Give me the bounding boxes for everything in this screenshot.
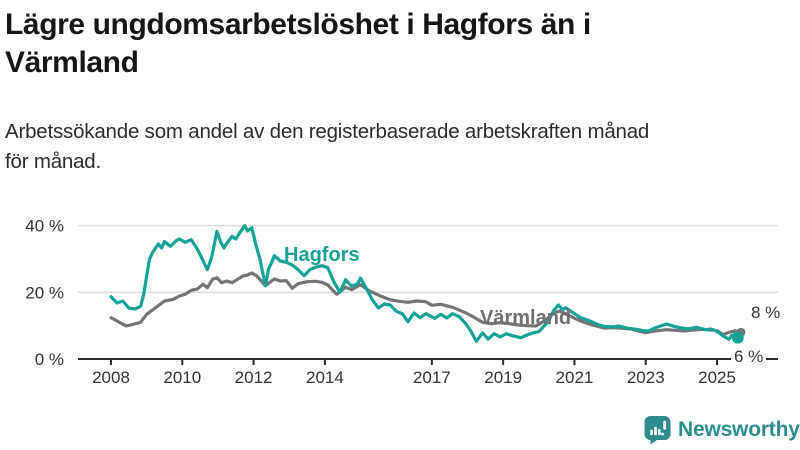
chart-subtitle-line-2: för månad.: [5, 150, 101, 173]
newsworthy-logo[interactable]: Newsworthy: [644, 415, 800, 445]
varmland-series-label: Värmland: [480, 307, 572, 329]
x-tick-label-2008: 2008: [92, 368, 130, 387]
chart-title: Lägre ungdomsarbetslöshet i Hagfors än i…: [5, 6, 795, 82]
x-tick-label-2012: 2012: [235, 368, 273, 387]
x-tick-label-2025: 2025: [698, 368, 736, 387]
hagfors-end-value-label: 6 %: [731, 348, 767, 366]
x-tick-label-2021: 2021: [556, 368, 594, 387]
hagfors-series-label: Hagfors: [284, 244, 360, 266]
vrmland-line: [109, 271, 743, 337]
y-tick-label-0: 0 %: [35, 350, 64, 369]
newsworthy-logo-text: Newsworthy: [678, 418, 800, 441]
line-chart: 2008 2010 2012 2014 2017 2019 2021 2023 2025 0 % 2…: [25, 217, 778, 387]
hagfors-end-dot: [731, 331, 744, 344]
chart-subtitle-line-1: Arbetssökande som andel av den registerb…: [5, 120, 650, 143]
hagfors-line: [109, 224, 740, 343]
x-tick-label-2010: 2010: [163, 368, 201, 387]
newsworthy-speech-bubble-bars-icon: [644, 416, 671, 445]
y-tick-label-40: 40 %: [25, 217, 64, 236]
varmland-end-value-label: 8 %: [751, 303, 781, 322]
y-tick-label-20: 20 %: [25, 283, 64, 302]
x-tick-label-2017: 2017: [413, 368, 451, 387]
chart-subtitle: Arbetssökande som andel av den registerb…: [5, 117, 795, 177]
chart-title-line-1: Lägre ungdomsarbetslöshet i Hagfors än i: [5, 8, 591, 41]
x-tick-label-2014: 2014: [306, 368, 344, 387]
x-tick-label-2019: 2019: [484, 368, 522, 387]
chart-title-line-2: Värmland: [5, 46, 139, 79]
x-tick-label-2023: 2023: [627, 368, 665, 387]
